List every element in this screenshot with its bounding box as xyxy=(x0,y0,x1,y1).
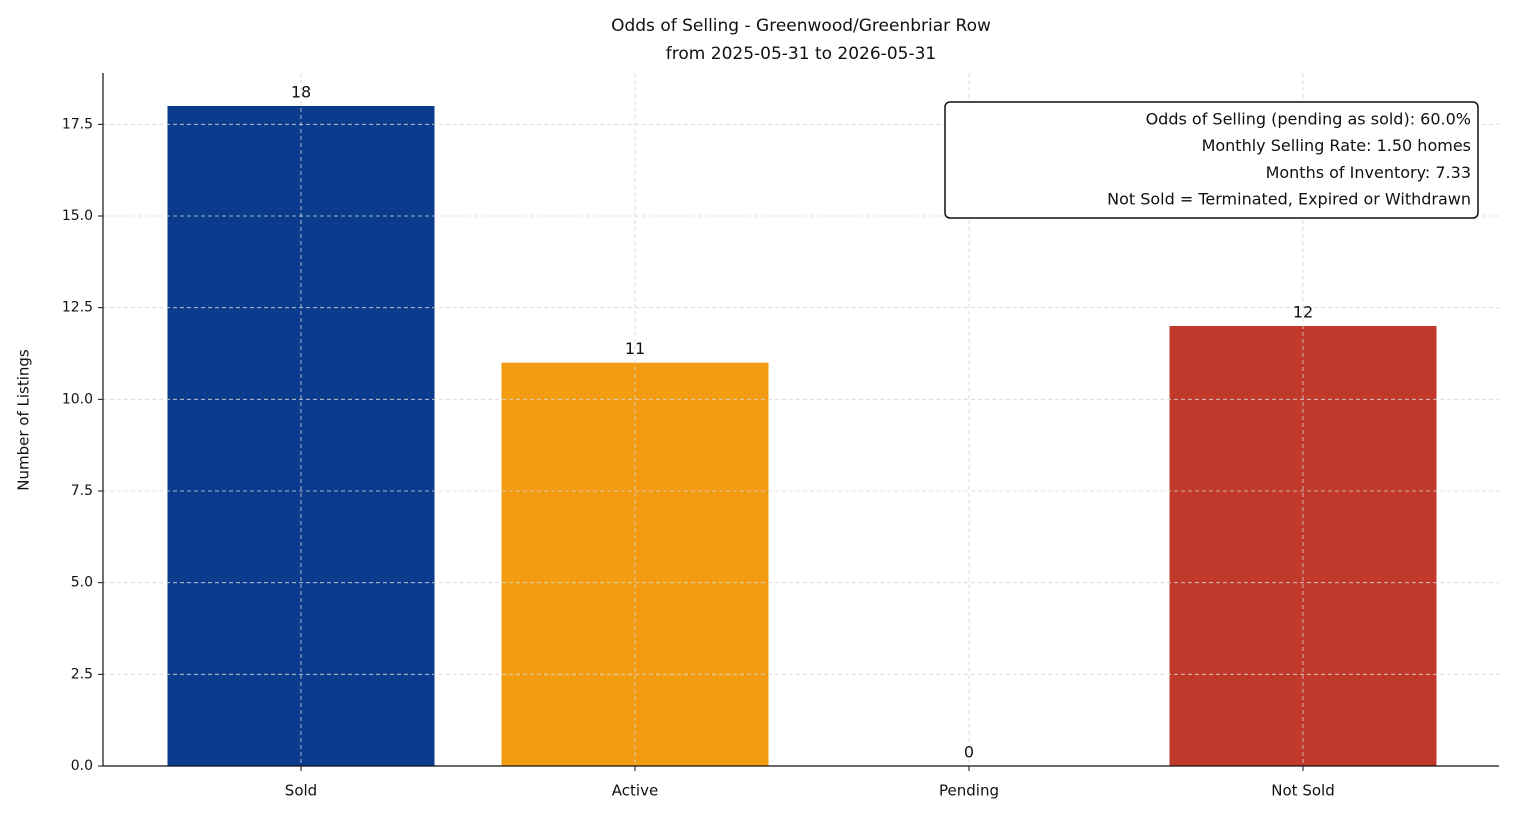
y-tick-label: 17.5 xyxy=(62,116,93,132)
annotation-line: Odds of Selling (pending as sold): 60.0% xyxy=(1146,110,1471,129)
plot-area xyxy=(103,73,1499,767)
annotation-line: Not Sold = Terminated, Expired or Withdr… xyxy=(1107,190,1471,209)
chart-title: Odds of Selling - Greenwood/Greenbriar R… xyxy=(611,16,991,36)
x-tick-label: Sold xyxy=(285,782,317,800)
y-tick-label: 15.0 xyxy=(62,208,93,224)
annotation-box xyxy=(944,101,1479,219)
data-label: 18 xyxy=(291,83,311,102)
annotation-line: Months of Inventory: 7.33 xyxy=(1266,163,1471,182)
data-label: 11 xyxy=(625,339,645,358)
chart-subtitle: from 2025-05-31 to 2026-05-31 xyxy=(666,44,936,64)
x-tick-label: Pending xyxy=(939,782,999,800)
y-tick-label: 10.0 xyxy=(62,391,93,407)
data-label: 0 xyxy=(964,743,974,762)
data-label: 12 xyxy=(1293,303,1313,322)
y-tick-label: 2.5 xyxy=(71,666,93,682)
annotation-line: Monthly Selling Rate: 1.50 homes xyxy=(1202,136,1471,155)
annotation: Odds of Selling (pending as sold): 60.0%… xyxy=(1107,110,1471,209)
y-tick-label: 0.0 xyxy=(71,758,93,774)
bar xyxy=(167,106,435,766)
x-tick-label: Active xyxy=(612,782,658,800)
y-tick-label: 12.5 xyxy=(62,300,93,316)
x-tick-label: Not Sold xyxy=(1271,782,1334,800)
y-axis-label: Number of Listings xyxy=(15,349,33,491)
y-tick-label: 5.0 xyxy=(71,575,93,591)
y-tick-label: 7.5 xyxy=(71,483,93,499)
